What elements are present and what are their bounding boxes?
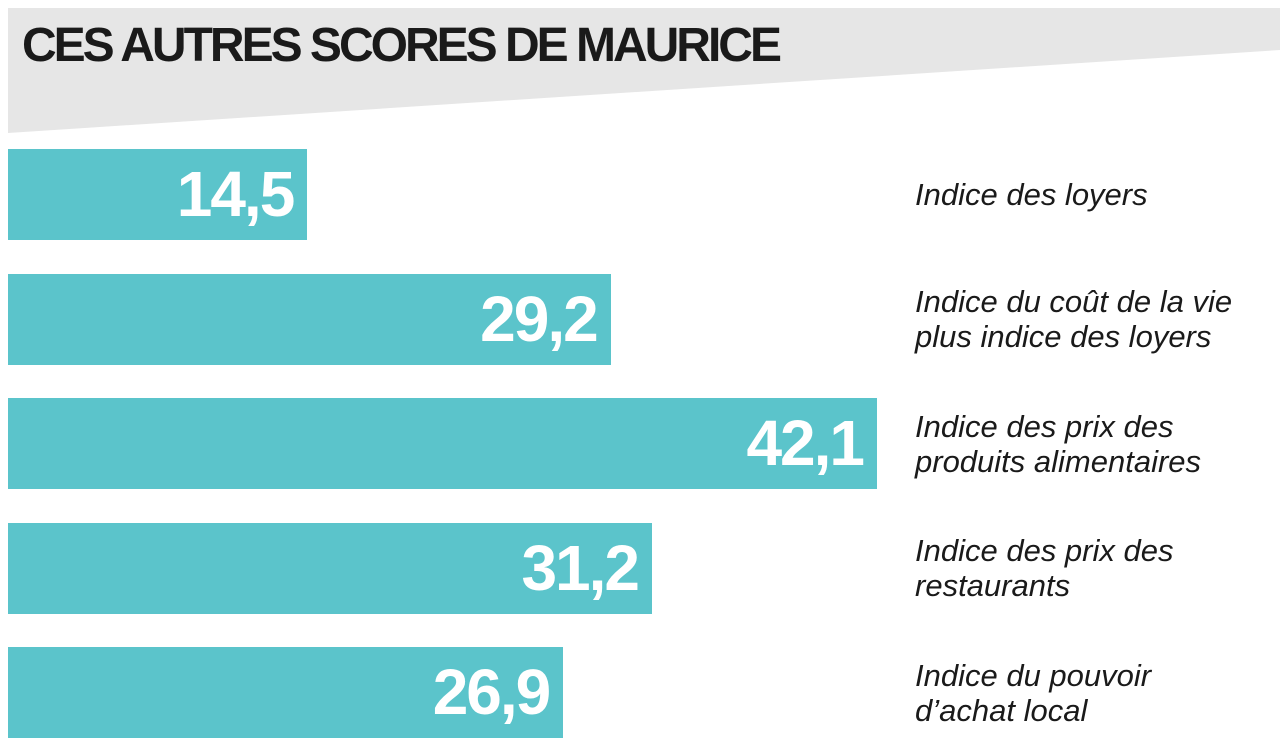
bar xyxy=(8,273,611,365)
bar xyxy=(8,149,308,240)
category-label: Indice des prix des produits alimentaire… xyxy=(915,408,1202,479)
value-label: 29,2 xyxy=(480,282,599,355)
bar xyxy=(8,398,877,489)
category-label: Indice des loyers xyxy=(915,177,1148,212)
value-label: 26,9 xyxy=(432,656,552,728)
category-label: Indice du coût de la vie plus indice des… xyxy=(915,284,1233,354)
value-label: 14,5 xyxy=(176,158,296,230)
value-label: 42,1 xyxy=(746,407,865,479)
category-label: Indice du pouvoir d’achat local xyxy=(915,657,1152,728)
chart-title: CES AUTRES SCORES DE MAURICE xyxy=(22,19,782,72)
bar xyxy=(8,647,564,738)
title-banner xyxy=(8,8,1280,133)
category-label: Indice des prix des restaurants xyxy=(915,533,1174,603)
value-label: 31,2 xyxy=(521,531,640,604)
bar xyxy=(8,522,652,614)
